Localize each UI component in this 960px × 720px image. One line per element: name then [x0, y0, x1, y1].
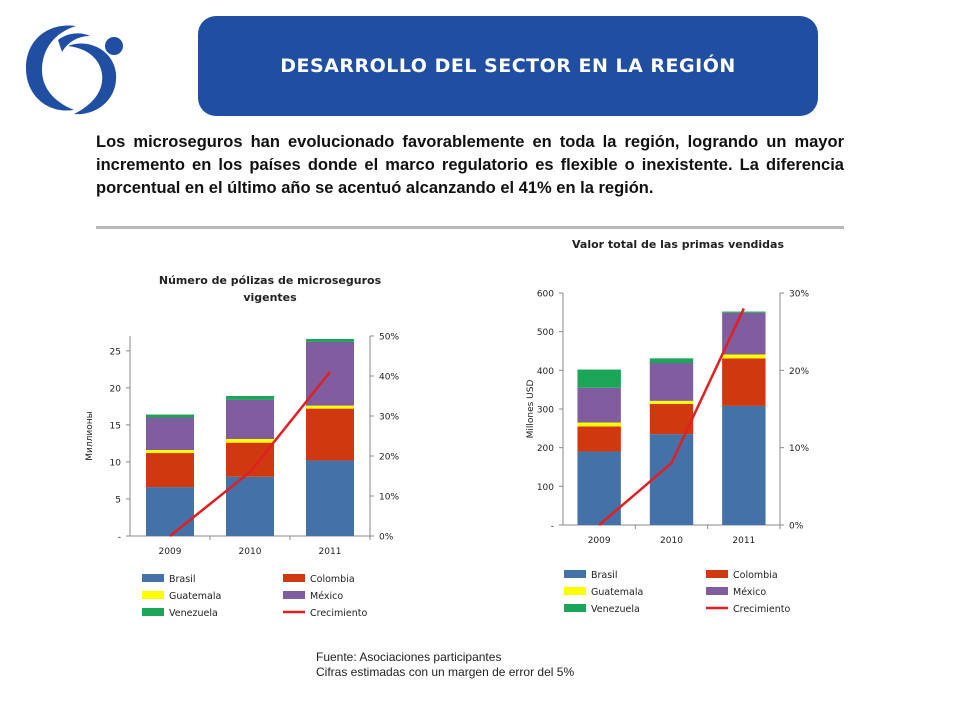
chart-premiums: Valor total de las primas vendidas - 100 20… — [526, 238, 809, 615]
y-tick-label: 200 — [537, 444, 554, 454]
y-tick-label: 500 — [537, 328, 554, 338]
bar-segment — [146, 414, 194, 418]
growth-line — [598, 307, 745, 526]
bar-segment — [649, 434, 694, 525]
y2-tick-label: 10% — [379, 493, 399, 503]
y2-tick-label: 20% — [789, 367, 809, 377]
legend-label: México — [310, 591, 343, 602]
bar-segment — [306, 338, 354, 342]
y2-tick-label: 40% — [379, 373, 399, 383]
intro-text: Los microseguros han evolucionado favora… — [96, 133, 844, 197]
legend-swatch — [142, 574, 164, 582]
legend-swatch — [706, 587, 728, 595]
legend-label: Crecimiento — [733, 604, 791, 615]
bar-segment — [649, 400, 694, 404]
logo-icon — [26, 25, 123, 115]
legend-label: México — [733, 587, 766, 598]
bar-segment — [226, 438, 274, 443]
x-tick-label: 2010 — [239, 547, 262, 557]
legend-label: Crecimiento — [310, 608, 368, 619]
y2-tick-label: 20% — [379, 453, 399, 463]
bar-segment — [649, 362, 694, 401]
x-tick-label: 2010 — [660, 536, 683, 546]
legend-label: Venezuela — [169, 608, 218, 619]
bar-segment — [722, 405, 766, 525]
bar-segment — [577, 387, 621, 423]
legend-label: Venezuela — [591, 604, 640, 615]
y-tick-label: 25 — [110, 347, 121, 357]
y-tick-label: - — [551, 522, 554, 532]
bar-segment — [722, 312, 766, 355]
bar-segment — [306, 405, 354, 409]
y2-tick-label: 0% — [379, 533, 394, 543]
legend-label: Guatemala — [591, 587, 643, 598]
y-axis-label: Millones USD — [526, 380, 536, 439]
header-banner: DESARROLLO DEL SECTOR EN LA REGIÓN — [198, 16, 818, 116]
legend-label: Brasil — [169, 574, 195, 585]
legend-swatch — [564, 587, 586, 595]
chart-title: Valor total de las primas vendidas — [572, 238, 784, 251]
bar-segment — [577, 451, 621, 525]
bar-segment — [722, 311, 766, 313]
bar-segment — [649, 403, 694, 435]
legend-swatch — [142, 591, 164, 599]
legend-swatch — [142, 608, 164, 616]
y-tick-label: 100 — [537, 483, 554, 493]
bar-segment — [226, 396, 274, 400]
bar-segment — [146, 450, 194, 454]
y-tick-label: - — [118, 533, 121, 543]
footer-note-line: Cifras estimadas con un margen de error … — [316, 665, 575, 679]
legend-swatch — [283, 574, 305, 582]
chart-policies: Número de pólizas de microseguros vigente… — [85, 274, 399, 619]
legend-swatch — [564, 570, 586, 578]
y2-tick-label: 10% — [789, 444, 809, 454]
legend-swatch — [283, 591, 305, 599]
y2-tick-label: 30% — [789, 290, 809, 300]
bar-segment — [226, 476, 274, 536]
growth-line — [169, 371, 331, 537]
bar-segment — [577, 426, 621, 452]
y-tick-label: 400 — [537, 367, 554, 377]
bar-segment — [306, 408, 354, 461]
y2-tick-label: 50% — [379, 333, 399, 343]
bar-segment — [722, 358, 766, 406]
chart-title: vigentes — [243, 291, 297, 304]
bar-segment — [146, 417, 194, 451]
legend-label: Brasil — [591, 570, 617, 581]
y-tick-label: 600 — [537, 290, 554, 300]
x-tick-label: 2011 — [732, 536, 755, 546]
bar-segment — [577, 422, 621, 427]
bar-segment — [306, 460, 354, 536]
footer-source: Fuente: Asociaciones participantes Cifra… — [316, 650, 574, 680]
y2-tick-label: 0% — [789, 522, 804, 532]
bar-segment — [577, 369, 621, 388]
legend-label: Colombia — [310, 574, 355, 585]
y-tick-label: 15 — [110, 421, 121, 431]
chart-title: Número de pólizas de microseguros — [159, 274, 382, 287]
bar-segment — [649, 358, 694, 363]
y-axis-label: Миллионы — [85, 411, 95, 460]
y-tick-label: 10 — [110, 458, 122, 468]
bar-segment — [226, 399, 274, 439]
bar-segment — [722, 354, 766, 359]
page-title: DESARROLLO DEL SECTOR EN LA REGIÓN — [280, 55, 736, 77]
legend-swatch — [564, 604, 586, 612]
y-tick-label: 300 — [537, 406, 554, 416]
legend-swatch — [706, 570, 728, 578]
legend-label: Colombia — [733, 570, 778, 581]
bar-segment — [146, 487, 194, 536]
footer-source-line: Fuente: Asociaciones participantes — [316, 650, 502, 664]
x-tick-label: 2009 — [588, 536, 611, 546]
divider — [96, 226, 844, 229]
y-tick-label: 5 — [115, 495, 121, 505]
y2-tick-label: 30% — [379, 413, 399, 423]
x-tick-label: 2011 — [319, 547, 342, 557]
x-tick-label: 2009 — [159, 547, 182, 557]
legend-label: Guatemala — [169, 591, 221, 602]
y-tick-label: 20 — [110, 384, 122, 394]
bar-segment — [146, 453, 194, 488]
